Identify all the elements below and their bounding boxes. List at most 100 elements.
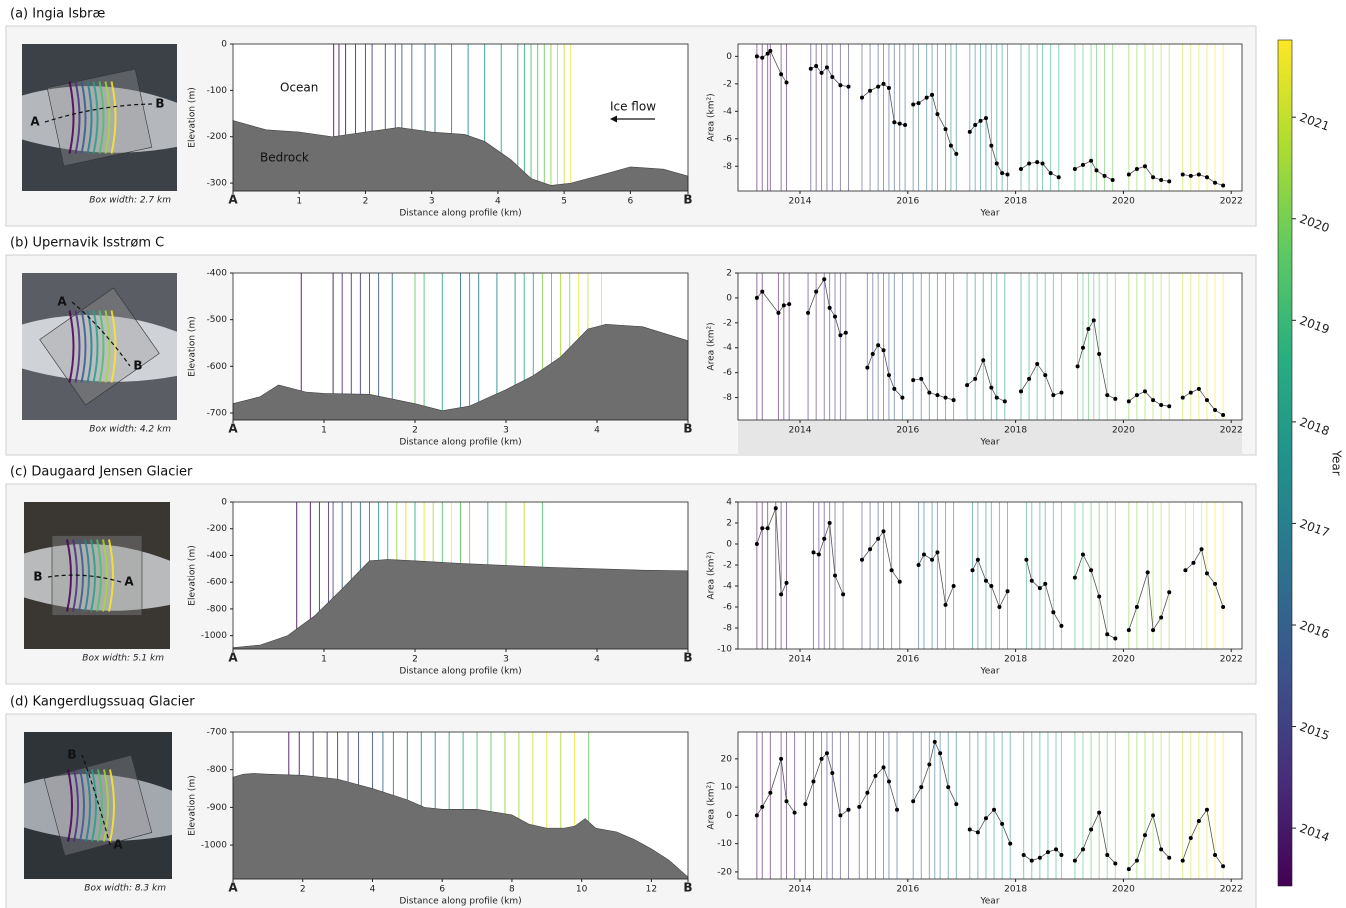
inset-label-a: A — [30, 115, 40, 129]
x-tick-label: 4 — [495, 197, 501, 207]
area-point — [865, 791, 869, 795]
y-tick-label: -8 — [723, 162, 732, 172]
y-tick-label: -4 — [723, 107, 732, 117]
area-point — [1159, 403, 1163, 407]
y-tick-label: -100 — [207, 86, 228, 96]
area-point — [922, 553, 926, 557]
x-tick-label: 2016 — [896, 426, 919, 436]
y-tick-label: -600 — [207, 362, 228, 372]
x-tick-label: 3 — [429, 197, 435, 207]
y-tick-label: -10 — [717, 839, 732, 849]
y-tick-label: 0 — [726, 811, 732, 821]
area-point — [847, 808, 851, 812]
inset-caption: Box width: 8.3 km — [84, 884, 166, 894]
area-point — [1008, 842, 1012, 846]
area-point — [944, 603, 948, 607]
area-point — [1027, 162, 1031, 166]
area-point — [1097, 352, 1101, 356]
area-point — [1019, 167, 1023, 171]
area-point — [1081, 346, 1085, 350]
area-point — [803, 802, 807, 806]
area-point — [935, 393, 939, 397]
area-point — [1097, 595, 1101, 599]
area-point — [1000, 822, 1004, 826]
area-point — [900, 396, 904, 400]
colorbar-tick-label: 2019 — [1298, 313, 1331, 337]
x-tick-label: 4 — [594, 655, 600, 665]
area-point — [970, 568, 974, 572]
area-point — [1022, 853, 1026, 857]
plot-area — [738, 44, 1242, 191]
y-tick-label: 10 — [721, 783, 733, 793]
area-point — [954, 802, 958, 806]
area-point — [944, 127, 948, 131]
y-tick-label: -1000 — [201, 631, 227, 641]
area-point — [820, 71, 824, 75]
y-tick-label: -1000 — [201, 841, 227, 851]
area-point — [930, 558, 934, 562]
area-point — [838, 83, 842, 87]
area-point — [755, 813, 759, 817]
area-point — [876, 343, 880, 347]
area-point — [766, 526, 770, 530]
area-point — [1135, 859, 1139, 863]
y-tick-label: -300 — [207, 179, 228, 189]
x-axis-label: Year — [979, 667, 999, 677]
area-point — [838, 813, 842, 817]
area-point — [1113, 637, 1117, 641]
page: {"panels": [ {"title": "(a) Ingia Isbræ"… — [0, 0, 1346, 908]
area-point — [1181, 396, 1185, 400]
area-point — [1221, 184, 1225, 188]
inset-label-b: B — [67, 748, 76, 762]
area-point — [989, 584, 993, 588]
y-tick-label: -4 — [723, 343, 732, 353]
area-point — [1051, 610, 1055, 614]
y-tick-label: -900 — [207, 803, 228, 813]
x-tick-label: 10 — [576, 885, 588, 895]
area-point — [997, 605, 1001, 609]
area-point — [935, 550, 939, 554]
area-point — [976, 830, 980, 834]
annotation: Ocean — [280, 81, 318, 95]
x-tick-label: 2020 — [1112, 885, 1135, 895]
area-point — [1006, 173, 1010, 177]
area-point — [760, 526, 764, 530]
x-tick-label: 2022 — [1220, 885, 1243, 895]
area-point — [935, 112, 939, 116]
y-tick-label: -6 — [723, 603, 732, 613]
area-point — [1105, 632, 1109, 636]
area-point — [1146, 570, 1150, 574]
area-point — [882, 529, 886, 533]
area-point — [973, 123, 977, 127]
y-tick-label: -8 — [723, 624, 732, 634]
area-point — [1043, 373, 1047, 377]
area-point — [865, 366, 869, 370]
area-point — [833, 574, 837, 578]
panel-title: (d) Kangerdlugssuaq Glacier — [10, 695, 195, 710]
x-tick-label: 2014 — [789, 655, 812, 665]
x-tick-label: 2020 — [1112, 655, 1135, 665]
y-tick-label: -800 — [207, 604, 228, 614]
area-point — [793, 811, 797, 815]
area-point — [919, 377, 923, 381]
area-point — [811, 550, 815, 554]
y-tick-label: 4 — [726, 498, 732, 508]
area-point — [1213, 181, 1217, 185]
figure: (a) Ingia IsbræABBox width: 2.7 km(b) Up… — [0, 0, 1346, 908]
area-point — [882, 82, 886, 86]
area-point — [1205, 571, 1209, 575]
area-point — [973, 377, 977, 381]
area-point — [968, 828, 972, 832]
area-point — [822, 537, 826, 541]
area-point — [992, 808, 996, 812]
inset-caption: Box width: 4.2 km — [89, 425, 171, 435]
y-tick-label: 2 — [726, 519, 732, 529]
area-point — [828, 521, 832, 525]
area-point — [779, 72, 783, 76]
area-point — [817, 553, 821, 557]
area-point — [1205, 398, 1209, 402]
area-point — [944, 396, 948, 400]
area-point — [1151, 813, 1155, 817]
area-point — [1038, 586, 1042, 590]
area-point — [919, 785, 923, 789]
